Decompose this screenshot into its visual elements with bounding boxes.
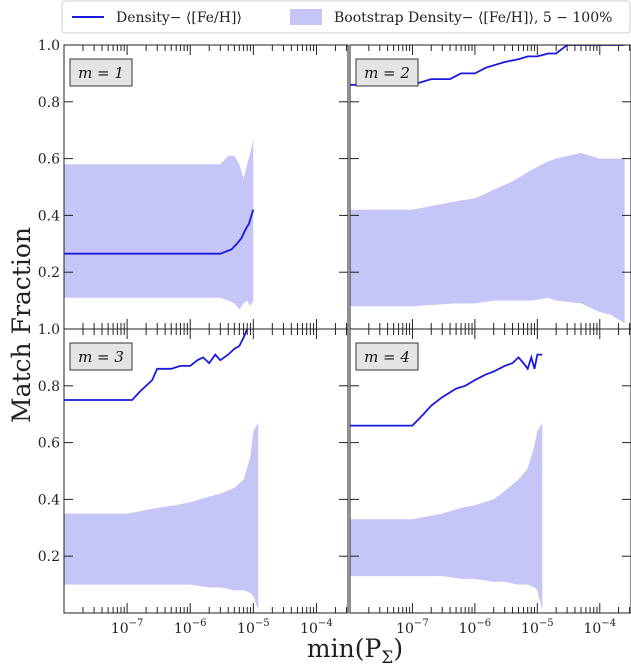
panel-label-box (69, 342, 133, 371)
density-line (64, 209, 255, 255)
x-tick-label: 10−7 (396, 618, 429, 637)
panel-frame (63, 328, 349, 614)
x-tick-label-base: 10 (459, 621, 477, 637)
legend-frame (61, 0, 631, 34)
panel-m4: 10−7 10−6 10−5 10−4m = 4 (349, 328, 631, 637)
y-tick-label: 0.2 (38, 265, 60, 281)
panel-m1: 0.2 0.4 0.6 0.8 1.0 m = 1 (38, 38, 349, 330)
x-tick-label-base: 10 (174, 621, 192, 637)
panel-label-box (69, 58, 133, 87)
panel-label: m = 2 (355, 58, 419, 87)
legend-band-swatch (290, 9, 322, 25)
y-tick-label: 1.0 (38, 38, 60, 54)
x-axis-title: min(PΣ) (307, 634, 403, 668)
y-axis-title: Match Fraction (7, 227, 36, 423)
x-tick-label: 10−5 (237, 618, 270, 637)
x-tick-label-exponent: −6 (192, 618, 207, 629)
y-tick-label: 0.4 (38, 208, 60, 224)
density-line (350, 353, 543, 427)
panel-frame (349, 328, 631, 614)
x-tick-label: 10−7 (111, 618, 144, 637)
bootstrap-band (64, 138, 254, 310)
x-tick-label-base: 10 (583, 621, 601, 637)
panel-label-text: m = 3 (78, 348, 124, 366)
x-tick-label-base: 10 (237, 621, 255, 637)
x-tick-label: 10−4 (583, 618, 616, 637)
y-tick-label: 0.6 (38, 152, 60, 168)
y-tick-label: 1.0 (38, 322, 60, 338)
x-tick-label-exponent: −4 (318, 618, 333, 629)
bootstrap-band (350, 152, 625, 324)
x-tick-label-base: 10 (521, 621, 539, 637)
legend-line-label: Density− ⟨[Fe/H]⟩ (116, 10, 242, 26)
x-tick-label-exponent: −4 (601, 618, 616, 629)
panel-label: m = 3 (69, 342, 133, 371)
x-tick-label: 10−6 (174, 618, 207, 637)
x-axis-title-main: min(P (307, 634, 381, 663)
y-tick-label: 0.6 (38, 436, 60, 452)
x-tick-label-exponent: −7 (414, 618, 429, 629)
x-tick-label-exponent: −6 (476, 618, 491, 629)
panel-label-text: m = 1 (78, 64, 124, 82)
panel-m3: 0.20.40.60.81.010−7 10−6 10−5 10−4m = 3 (38, 322, 349, 637)
legend: Density− ⟨[Fe/H]⟩ Bootstrap Density− ⟨[F… (61, 0, 631, 34)
panel-label: m = 4 (355, 342, 419, 371)
x-axis-title-close: ) (393, 634, 403, 663)
x-tick-label-exponent: −7 (129, 618, 144, 629)
x-tick-label-base: 10 (396, 621, 414, 637)
y-tick-label: 0.8 (38, 95, 60, 111)
y-tick-label: 0.2 (38, 549, 60, 565)
y-tick-label: 0.8 (38, 379, 60, 395)
x-tick-label: 10−5 (521, 618, 554, 637)
bootstrap-band (64, 422, 259, 611)
panel-label-box (355, 58, 419, 87)
x-tick-label-exponent: −5 (255, 618, 270, 629)
panel-m2: m = 2 (349, 44, 631, 330)
x-tick-label: 10−6 (459, 618, 492, 637)
x-axis-title-sub: Σ (381, 648, 393, 668)
density-line (64, 329, 249, 401)
bootstrap-band (350, 422, 543, 611)
x-tick-label: 10−4 (300, 618, 333, 637)
panel-label-box (355, 342, 419, 371)
y-tick-label: 0.4 (38, 492, 60, 508)
legend-band-label: Bootstrap Density− ⟨[Fe/H]⟩, 5 − 100% (334, 10, 612, 26)
panel-label-text: m = 2 (364, 64, 410, 82)
x-tick-label-base: 10 (111, 621, 129, 637)
x-tick-label-exponent: −5 (539, 618, 554, 629)
x-tick-label-base: 10 (300, 621, 318, 637)
panel-label: m = 1 (69, 58, 133, 87)
density-line (350, 45, 625, 86)
panel-label-text: m = 4 (364, 348, 410, 366)
